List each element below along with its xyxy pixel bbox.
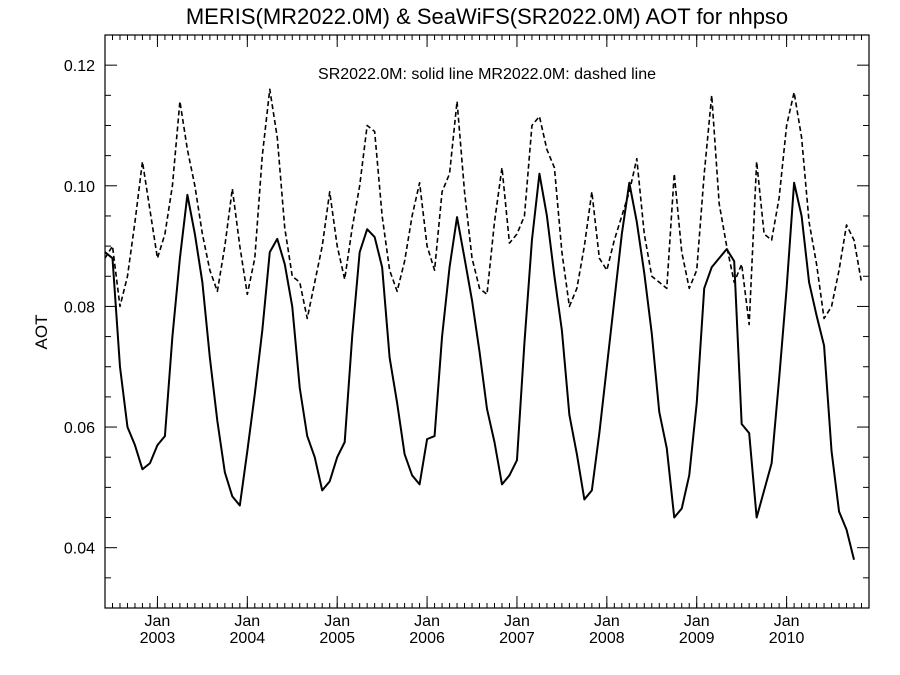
x-tick-label-month: Jan (324, 613, 350, 630)
x-tick-label-month: Jan (774, 613, 800, 630)
x-tick-label-year: 2009 (679, 630, 715, 647)
y-tick-label: 0.08 (64, 299, 95, 316)
plot-frame (104, 34, 870, 609)
y-tick-label: 0.04 (64, 541, 95, 558)
series-layer (104, 88, 863, 560)
x-tick-label-month: Jan (414, 613, 440, 630)
ticks-layer: 0.040.060.080.100.12Jan2003Jan2004Jan200… (64, 34, 869, 647)
x-tick-label-month: Jan (594, 613, 620, 630)
x-tick-label-year: 2004 (230, 630, 266, 647)
series-line-mr2022 (104, 88, 863, 326)
y-tick-label: 0.06 (64, 420, 95, 437)
x-tick-label-month: Jan (684, 613, 710, 630)
x-tick-label-month: Jan (145, 613, 171, 630)
x-tick-label-month: Jan (234, 613, 260, 630)
y-axis-label: AOT (32, 315, 51, 350)
series-line-sr2022 (104, 172, 855, 560)
chart-title: MERIS(MR2022.0M) & SeaWiFS(SR2022.0M) AO… (186, 4, 788, 29)
y-tick-label: 0.12 (64, 58, 95, 75)
x-tick-label-year: 2008 (589, 630, 625, 647)
x-tick-label-year: 2010 (769, 630, 805, 647)
x-tick-label-year: 2006 (409, 630, 445, 647)
x-tick-label-month: Jan (504, 613, 530, 630)
x-tick-label-year: 2003 (140, 630, 176, 647)
x-tick-label-year: 2007 (499, 630, 535, 647)
y-tick-label: 0.10 (64, 179, 95, 196)
legend-annotation: SR2022.0M: solid line MR2022.0M: dashed … (318, 66, 656, 83)
x-tick-label-year: 2005 (319, 630, 355, 647)
